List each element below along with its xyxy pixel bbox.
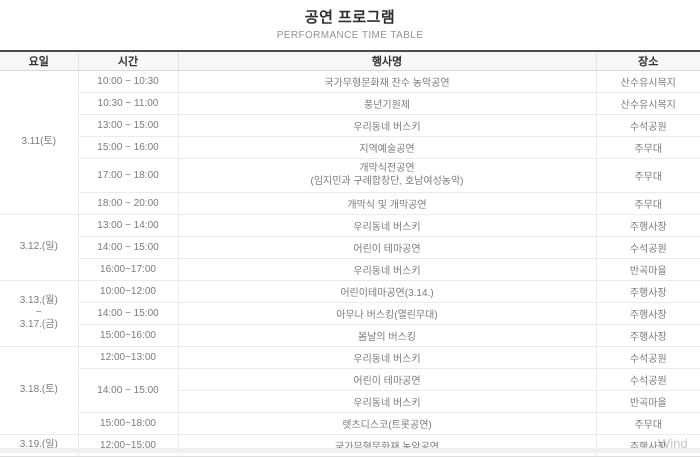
event-cell: 어린이 테마공연	[177, 235, 597, 259]
table-row: 3.13.(월) ~3.17.(금) 10:00~12:00 어린이테마공연(3.14…	[0, 279, 700, 347]
day-cell: 3.11(토)	[0, 69, 79, 215]
day-cell: 3.13.(월) ~3.17.(금)	[0, 279, 79, 347]
place-cell: 주무대	[595, 135, 700, 159]
column-header: 시간	[77, 51, 179, 71]
event-title: 개막식전공연	[359, 163, 415, 174]
table-row: 14:00 ~ 15:00 어린이 테마공연 수석공원	[0, 367, 700, 413]
event-cell: 풍년기원제	[177, 91, 597, 115]
table-body: 3.11(토) 10:00 ~ 10:30 국가무형문화재 잔수 농악공연 산수유시목…	[0, 69, 700, 457]
table-row: 18:00 ~ 20:00 개막식 및 개막공연 주무대	[0, 191, 700, 215]
event-cell: 지역예술공연	[177, 135, 597, 159]
event-cell: 렛츠디스코(트롯공연)	[177, 411, 597, 435]
time-cell: 10:00~12:00	[77, 279, 179, 303]
place-cell: 주행사장	[595, 279, 700, 303]
event-cell: 우리동네 버스키	[177, 213, 597, 237]
place-cell: 수석공원	[595, 113, 700, 137]
place-cell: 산수유시목지	[595, 91, 700, 115]
time-cell: 15:00~16:00	[77, 323, 179, 347]
day-label: 3.13.(월)	[19, 295, 58, 306]
event-cell: 우리동네 버스키	[177, 389, 597, 413]
place-cell: 주행사장	[595, 323, 700, 347]
place-cell: 주무대	[595, 157, 700, 193]
event-cell: 봄날의 버스킹	[177, 323, 597, 347]
place-cell: 반곡마을	[595, 389, 700, 413]
event-cell: 개막식전공연 (임지민과 구례합창단, 호남여성농악)	[177, 157, 597, 193]
time-cell: 14:00 ~ 15:00	[77, 367, 179, 413]
column-header: 장소	[595, 51, 700, 71]
table-row: 3.11(토) 10:00 ~ 10:30 국가무형문화재 잔수 농악공연 산수유시목…	[0, 69, 700, 215]
timetable-container: 요일 시간 행사명 장소 3.11(토) 10:00 ~ 10:30 국가무형문화재 잔수…	[0, 50, 700, 457]
event-cell: 어린이 테마공연	[177, 367, 597, 391]
time-cell: 18:00 ~ 20:00	[77, 191, 179, 215]
bottom-strip	[0, 448, 700, 453]
place-cell: 수석공원	[595, 345, 700, 369]
place-cell: 주행사장	[595, 301, 700, 325]
time-cell: 15:00 ~ 16:00	[77, 135, 179, 159]
day-label: ~	[35, 307, 42, 318]
table-row: 10:30 ~ 11:00 풍년기원제 산수유시목지	[0, 91, 700, 115]
time-cell: 14:00 ~ 15:00	[77, 301, 179, 325]
event-cell: 아무나 버스킹(열린무대)	[177, 301, 597, 325]
column-header: 요일	[0, 51, 79, 71]
time-cell: 17:00 ~ 18:00	[77, 157, 179, 193]
table-row: 13:00 ~ 15:00 우리동네 버스키 수석공원	[0, 113, 700, 137]
page-title: 공연 프로그램	[304, 9, 396, 26]
day-label: 3.19.(일)	[19, 439, 58, 451]
column-header: 행사명	[177, 51, 597, 71]
table-row: 14:00 ~ 15:00 아무나 버스킹(열린무대) 주행사장	[0, 301, 700, 325]
place-cell: 반곡마을	[595, 257, 700, 281]
place-cell: 산수유시목지	[595, 69, 700, 93]
place-cell: 주행사장	[595, 213, 700, 237]
day-label: 3.17.(금)	[19, 319, 58, 330]
day-label: 3.11(토)	[21, 136, 57, 147]
time-cell: 13:00 ~ 14:00	[77, 213, 179, 237]
performance-timetable: 요일 시간 행사명 장소 3.11(토) 10:00 ~ 10:30 국가무형문화재 잔수…	[0, 51, 700, 457]
table-row: 3.18.(토) 12:00~13:00 우리동네 버스키 수석공원	[0, 345, 700, 435]
time-cell: 14:00 ~ 15:00	[77, 235, 179, 259]
event-cell: 우리동네 버스키	[177, 257, 597, 281]
time-cell: 10:30 ~ 11:00	[77, 91, 179, 115]
time-cell: 12:00~13:00	[77, 345, 179, 369]
day-label: 3.12.(일)	[19, 241, 58, 252]
time-cell: 10:00 ~ 10:30	[77, 69, 179, 93]
table-row: 15:00~16:00 봄날의 버스킹 주행사장	[0, 323, 700, 347]
table-row: 15:00~18:00 렛츠디스코(트롯공연) 주무대	[0, 411, 700, 435]
day-label: 3.18.(토)	[19, 384, 58, 395]
place-cell: 주무대	[595, 411, 700, 435]
day-cell: 3.12.(일)	[0, 213, 79, 281]
time-cell: 13:00 ~ 15:00	[77, 113, 179, 137]
event-cell: 개막식 및 개막공연	[177, 191, 597, 215]
event-cell: 우리동네 버스키	[177, 345, 597, 369]
time-cell: 15:00~18:00	[77, 411, 179, 435]
event-subtitle: (임지민과 구례합창단, 호남여성농악)	[310, 176, 464, 187]
day-cell: 3.18.(토)	[0, 345, 79, 435]
time-cell: 16:00~17:00	[77, 257, 179, 281]
place-cell: 수석공원	[595, 367, 700, 391]
table-row: 17:00 ~ 18:00 개막식전공연 (임지민과 구례합창단, 호남여성농악) 주…	[0, 157, 700, 193]
table-row: 16:00~17:00 우리동네 버스키 반곡마을	[0, 257, 700, 281]
place-cell: 수석공원	[595, 235, 700, 259]
event-cell: 어린이테마공연(3.14.)	[177, 279, 597, 303]
table-row: 3.12.(일) 13:00 ~ 14:00 우리동네 버스키 주행사장	[0, 213, 700, 281]
table-row: 14:00 ~ 15:00 어린이 테마공연 수석공원	[0, 235, 700, 259]
table-header-row: 요일 시간 행사명 장소	[0, 51, 700, 71]
page-subtitle: PERFORMANCE TIME TABLE	[276, 30, 424, 41]
table-row: 15:00 ~ 16:00 지역예술공연 주무대	[0, 135, 700, 159]
event-cell: 국가무형문화재 잔수 농악공연	[177, 69, 597, 93]
event-cell: 우리동네 버스키	[177, 113, 597, 137]
table-row: 우리동네 버스키 반곡마을	[0, 389, 700, 413]
place-cell: 주무대	[595, 191, 700, 215]
